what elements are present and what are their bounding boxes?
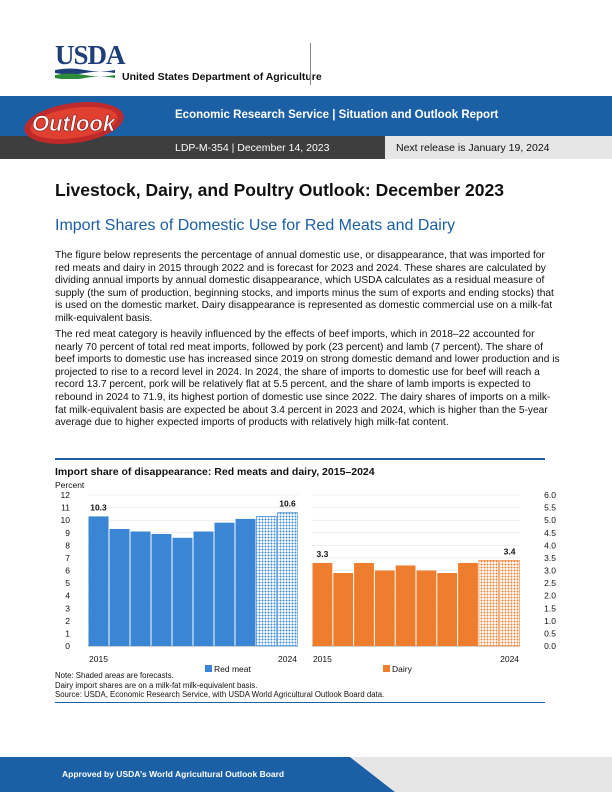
bar-dairy-2020 <box>416 570 437 646</box>
usda-wordmark: USDA <box>55 40 126 70</box>
bar-red-meat-2018 <box>151 534 172 646</box>
chart-bottom-rule <box>55 702 545 703</box>
outlook-logo: Outlook <box>24 102 124 144</box>
bar-dairy-2016 <box>333 573 354 646</box>
y-tick-right: 1.0 <box>544 616 556 626</box>
chart-top-rule <box>55 458 545 460</box>
data-label-red-meat: 10.6 <box>279 499 296 509</box>
y-tick-right: 5.0 <box>544 515 556 525</box>
y-tick-left: 7 <box>65 553 70 563</box>
y-tick-left: 3 <box>65 603 70 613</box>
y-tick-right: 6.0 <box>544 490 556 500</box>
y-tick-left: 9 <box>65 528 70 538</box>
bar-dairy-2018 <box>374 570 395 646</box>
report-id: LDP-M-354 | December 14, 2023 <box>175 142 330 154</box>
department-name: United States Department of Agriculture <box>122 71 322 83</box>
chart-note-forecast: Note: Shaded areas are forecasts. <box>55 671 174 680</box>
bar-dairy-2023 <box>478 560 499 647</box>
y-tick-right: 4.5 <box>544 528 556 538</box>
footer-approval: Approved by USDA’s World Agricultural Ou… <box>62 769 285 779</box>
bar-red-meat-2016 <box>109 528 130 646</box>
chart-title: Import share of disappearance: Red meats… <box>55 466 375 478</box>
y-tick-right: 1.5 <box>544 603 556 613</box>
y-tick-left: 12 <box>61 490 71 500</box>
x-tick-red-meat-last: 2024 <box>278 654 297 664</box>
report-series-title: Economic Research Service | Situation an… <box>175 109 499 121</box>
y-tick-left: 8 <box>65 540 70 550</box>
legend-swatch-dairy <box>383 665 390 672</box>
y-tick-left: 5 <box>65 578 70 588</box>
next-release: Next release is January 19, 2024 <box>396 142 550 154</box>
x-tick-dairy-last: 2024 <box>500 654 519 664</box>
import-share-chart: 01234567891011120.00.51.01.52.02.53.03.5… <box>61 490 557 674</box>
y-tick-left: 6 <box>65 566 70 576</box>
y-tick-left: 0 <box>65 641 70 651</box>
x-tick-red-meat-first: 2015 <box>89 654 108 664</box>
y-tick-right: 2.0 <box>544 591 556 601</box>
data-label-red-meat: 10.3 <box>90 502 107 512</box>
bar-dairy-2017 <box>354 562 374 646</box>
y-tick-right: 4.0 <box>544 540 556 550</box>
bar-red-meat-2015 <box>88 516 109 646</box>
logo-divider <box>310 43 311 85</box>
data-label-dairy: 3.3 <box>316 549 328 559</box>
chart-note-dairy-basis: Dairy import shares are on a milk-fat mi… <box>55 681 258 690</box>
bar-red-meat-2024 <box>277 512 298 647</box>
legend-label-red-meat: Red meat <box>214 664 251 674</box>
bar-red-meat-2022 <box>235 518 256 646</box>
bar-red-meat-2019 <box>172 537 193 646</box>
legend-label-dairy: Dairy <box>392 664 413 674</box>
report-title: Livestock, Dairy, and Poultry Outlook: D… <box>55 180 504 200</box>
legend-swatch-red-meat <box>205 665 212 672</box>
y-tick-right: 5.5 <box>544 503 556 513</box>
bar-dairy-2024 <box>499 560 520 647</box>
chart-source: Source: USDA, Economic Research Service,… <box>55 690 385 699</box>
bar-dairy-2019 <box>395 565 416 646</box>
bar-red-meat-2020 <box>193 531 214 646</box>
y-tick-left: 10 <box>61 515 71 525</box>
section-title: Import Shares of Domestic Use for Red Me… <box>55 217 456 234</box>
y-tick-left: 1 <box>65 628 70 638</box>
bar-red-meat-2017 <box>130 531 151 646</box>
bar-dairy-2021 <box>437 573 458 646</box>
y-tick-left: 4 <box>65 591 70 601</box>
usda-waves-icon <box>55 68 115 79</box>
paragraph-intro: The figure below represents the percenta… <box>55 250 554 324</box>
chart-y-axis-label: Percent <box>55 480 85 490</box>
y-tick-right: 2.5 <box>544 578 556 588</box>
y-tick-left: 2 <box>65 616 70 626</box>
outlook-logo-text: Outlook <box>32 111 117 136</box>
y-tick-right: 3.5 <box>544 553 556 563</box>
y-tick-right: 0.0 <box>544 641 556 651</box>
data-label-dairy: 3.4 <box>504 546 516 556</box>
y-tick-right: 0.5 <box>544 628 556 638</box>
header-id-band <box>0 136 385 159</box>
usda-logo: USDA United States Department of Agricul… <box>55 40 322 86</box>
footer-banner <box>0 757 612 792</box>
bar-dairy-2015 <box>312 562 333 646</box>
bar-red-meat-2023 <box>256 516 277 647</box>
bar-dairy-2022 <box>458 562 478 646</box>
paragraph-analysis: The red meat category is heavily influen… <box>55 329 560 429</box>
x-tick-dairy-first: 2015 <box>313 654 332 664</box>
y-tick-right: 3.0 <box>544 566 556 576</box>
bar-red-meat-2021 <box>214 522 235 646</box>
y-tick-left: 11 <box>61 503 70 513</box>
